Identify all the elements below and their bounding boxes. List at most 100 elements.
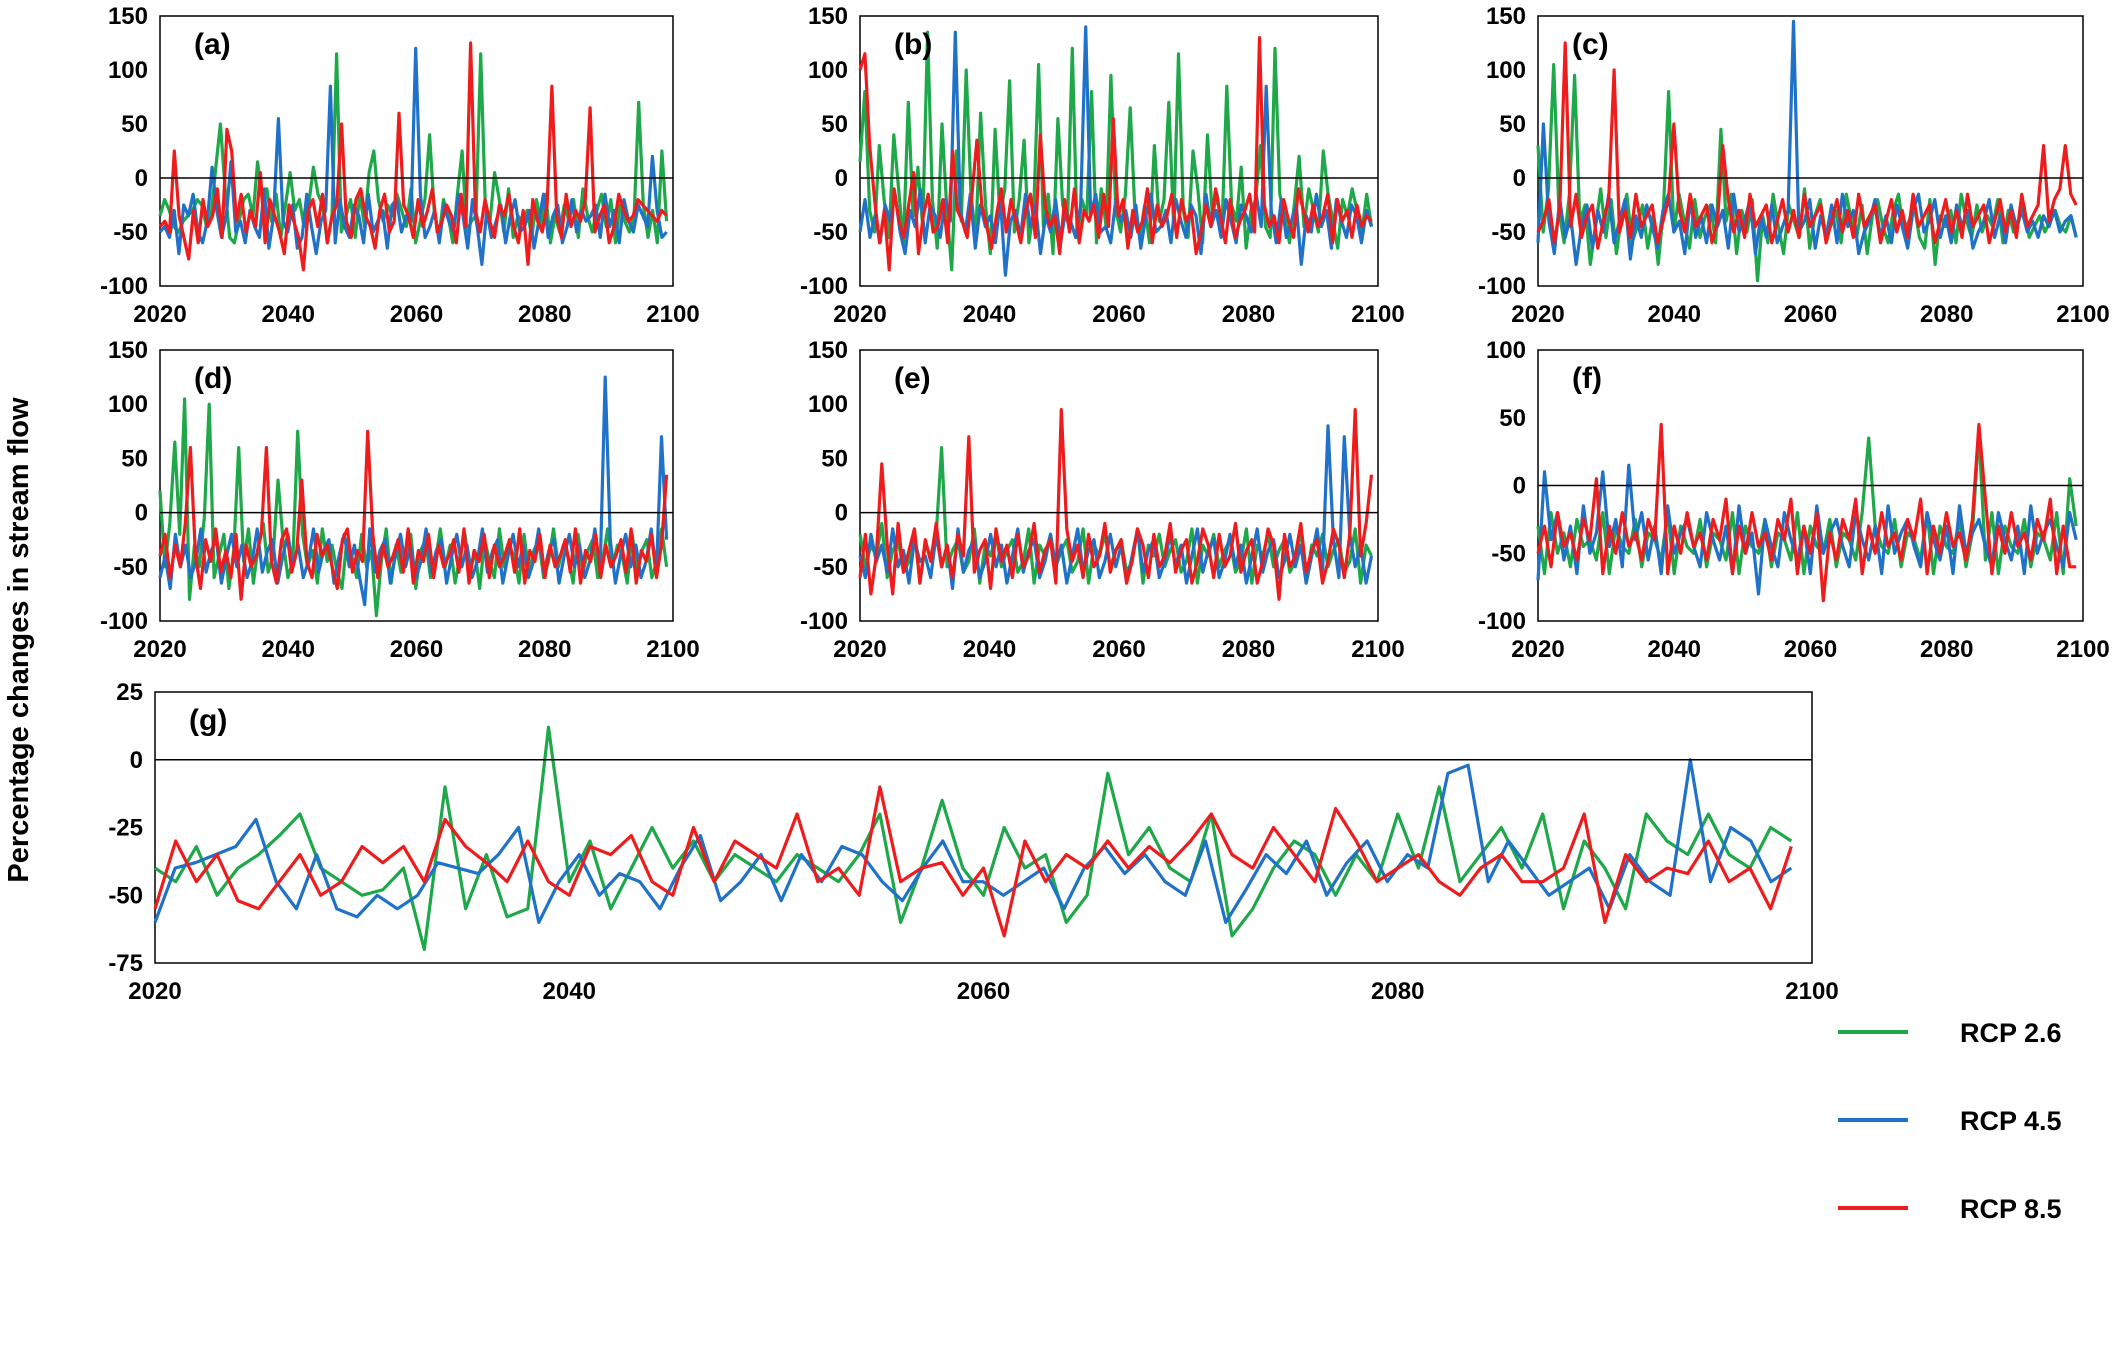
x-tick-label: 2100: [2056, 301, 2109, 328]
series-line-rcp-8-5: [158, 429, 669, 601]
x-tick-label: 2100: [1785, 978, 1838, 1005]
legend: RCP 2.6 RCP 4.5 RCP 8.5: [1838, 1018, 2062, 1224]
y-tick-label: 50: [821, 445, 848, 472]
y-tick-label: 0: [1513, 165, 1526, 192]
panel-f: 2020 2040 2060 2080 2100 100 50 0 -50 -100 (f): [1478, 337, 2110, 663]
y-tick-label: 25: [116, 679, 143, 706]
legend-label: RCP 8.5: [1960, 1194, 2062, 1224]
series-line-rcp-8-5: [153, 785, 1793, 938]
legend-label: RCP 4.5: [1960, 1106, 2062, 1136]
y-tick-label: -100: [800, 273, 848, 300]
panel-c: 2020 2040 2060 2080 2100 150 100 50 0 -100 -50 (c): [1478, 3, 2110, 328]
x-tick-label: 2020: [1511, 301, 1564, 328]
y-tick-label: 100: [808, 57, 848, 84]
y-tick-label: -75: [108, 950, 143, 977]
panel-a: 2020 2040 2060 2080 2100 150 100 50 0 -100 -50 (a): [100, 3, 700, 328]
panel-label: (f): [1572, 362, 1602, 395]
y-tick-label: 100: [108, 57, 148, 84]
panel-d: 2020 2040 2060 2080 2100 150 100 50 0 -100 -50 (d): [100, 337, 700, 663]
x-tick-label: 2020: [833, 301, 886, 328]
y-tick-label: 0: [1513, 473, 1526, 500]
x-tick-label: 2060: [390, 301, 443, 328]
x-tick-label: 2100: [1351, 636, 1404, 663]
y-tick-label: -50: [813, 219, 848, 246]
x-tick-label: 2060: [1092, 301, 1145, 328]
x-tick-label: 2060: [1784, 301, 1837, 328]
y-tick-label: 50: [121, 111, 148, 138]
series-line-rcp-8-5: [858, 35, 1373, 272]
plot-frame: [859, 349, 1379, 622]
y-tick-label: 50: [121, 445, 148, 472]
x-tick-label: 2060: [957, 978, 1010, 1005]
panel-e: 2020 2040 2060 2080 2100 150 100 50 0 -100 -50 (e): [800, 337, 1405, 663]
panel-label: (d): [194, 362, 232, 395]
x-tick-label: 2040: [963, 301, 1016, 328]
panel-label: (b): [894, 28, 932, 61]
x-tick-label: 2080: [1222, 636, 1275, 663]
x-tick-label: 2080: [1222, 301, 1275, 328]
panel-label: (c): [1572, 28, 1609, 61]
panel-g: 2020 2040 2060 2080 2100 25 0 -25 -50 -75 (g): [108, 679, 1838, 1005]
series-line-rcp-4-5: [153, 758, 1793, 925]
x-tick-label: 2080: [1371, 978, 1424, 1005]
panel-label: (e): [894, 362, 931, 395]
y-tick-label: -50: [113, 554, 148, 581]
y-tick-label: 100: [1486, 57, 1526, 84]
y-tick-label: -50: [813, 554, 848, 581]
x-tick-label: 2080: [1920, 636, 1973, 663]
y-tick-label: 150: [108, 3, 148, 30]
y-tick-label: 150: [1486, 3, 1526, 30]
x-tick-label: 2080: [518, 301, 571, 328]
x-tick-label: 2020: [833, 636, 886, 663]
series-line-rcp-2-6: [154, 725, 1793, 952]
x-tick-label: 2080: [518, 636, 571, 663]
series-line-rcp-8-5: [1536, 41, 2078, 250]
x-tick-label: 2100: [1351, 301, 1404, 328]
panel-label: (g): [189, 704, 227, 737]
panel-b: 2020 2040 2060 2080 2100 150 100 50 0 -100 -50 (b): [800, 3, 1405, 328]
series-line-rcp-4-5: [1536, 463, 2078, 596]
y-tick-label: 0: [835, 500, 848, 527]
y-tick-label: -100: [1478, 608, 1526, 635]
x-tick-label: 2060: [1092, 636, 1145, 663]
series-line-rcp-8-5: [158, 41, 668, 272]
y-tick-label: -50: [108, 882, 143, 909]
y-tick-label: 0: [130, 747, 143, 774]
y-tick-label: -100: [100, 273, 148, 300]
x-tick-label: 2100: [2056, 636, 2109, 663]
x-tick-label: 2020: [1511, 636, 1564, 663]
x-tick-label: 2040: [963, 636, 1016, 663]
y-tick-label: -25: [108, 815, 143, 842]
y-tick-label: 0: [135, 165, 148, 192]
x-tick-label: 2040: [262, 301, 315, 328]
y-tick-label: -50: [1491, 540, 1526, 567]
y-tick-label: -100: [800, 608, 848, 635]
y-tick-label: 0: [835, 165, 848, 192]
x-tick-label: 2100: [646, 636, 699, 663]
y-tick-label: 150: [808, 337, 848, 364]
series-line-rcp-2-6: [158, 52, 669, 245]
y-tick-label: 150: [808, 3, 848, 30]
x-tick-label: 2040: [262, 636, 315, 663]
plot-frame: [154, 691, 1813, 964]
y-tick-label: 150: [108, 337, 148, 364]
x-tick-label: 2080: [1920, 301, 1973, 328]
panel-label: (a): [194, 28, 231, 61]
y-tick-label: -50: [1491, 219, 1526, 246]
y-tick-label: -50: [113, 219, 148, 246]
y-axis-label: Percentage changes in stream flow: [3, 397, 35, 883]
x-tick-label: 2020: [133, 636, 186, 663]
plot-frame: [159, 349, 674, 622]
series-line-rcp-8-5: [858, 408, 1374, 601]
x-tick-label: 2040: [1648, 636, 1701, 663]
y-tick-label: -100: [100, 608, 148, 635]
x-tick-label: 2060: [1784, 636, 1837, 663]
legend-label: RCP 2.6: [1960, 1018, 2062, 1048]
series-line-rcp-8-5: [1536, 422, 2077, 603]
plot-frame: [159, 15, 674, 287]
y-tick-label: -100: [1478, 273, 1526, 300]
y-tick-label: 50: [821, 111, 848, 138]
y-tick-label: 50: [1499, 405, 1526, 432]
y-tick-label: 100: [808, 391, 848, 418]
